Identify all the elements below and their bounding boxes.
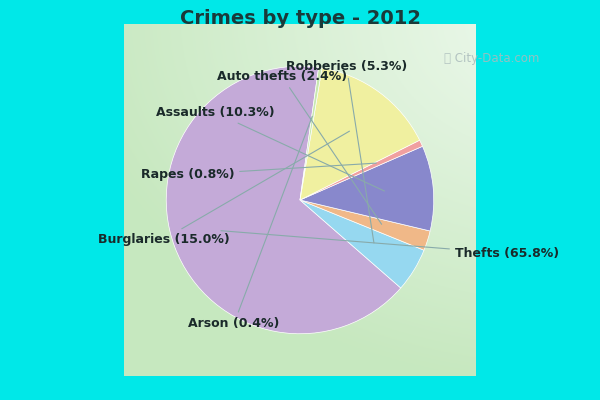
Text: Thefts (65.8%): Thefts (65.8%)	[221, 231, 559, 260]
Wedge shape	[300, 146, 434, 231]
Wedge shape	[300, 200, 430, 250]
Text: Auto thefts (2.4%): Auto thefts (2.4%)	[217, 70, 382, 224]
Wedge shape	[300, 68, 419, 200]
Wedge shape	[300, 68, 322, 200]
Text: Rapes (0.8%): Rapes (0.8%)	[140, 163, 376, 181]
Wedge shape	[300, 140, 422, 200]
Text: Arson (0.4%): Arson (0.4%)	[188, 116, 312, 330]
Text: ⓘ City-Data.com: ⓘ City-Data.com	[444, 52, 539, 65]
Text: Crimes by type - 2012: Crimes by type - 2012	[179, 8, 421, 28]
Text: Robberies (5.3%): Robberies (5.3%)	[286, 60, 407, 243]
Wedge shape	[166, 66, 401, 334]
Text: Assaults (10.3%): Assaults (10.3%)	[156, 106, 385, 191]
Wedge shape	[300, 200, 424, 288]
Text: Burglaries (15.0%): Burglaries (15.0%)	[98, 131, 349, 246]
